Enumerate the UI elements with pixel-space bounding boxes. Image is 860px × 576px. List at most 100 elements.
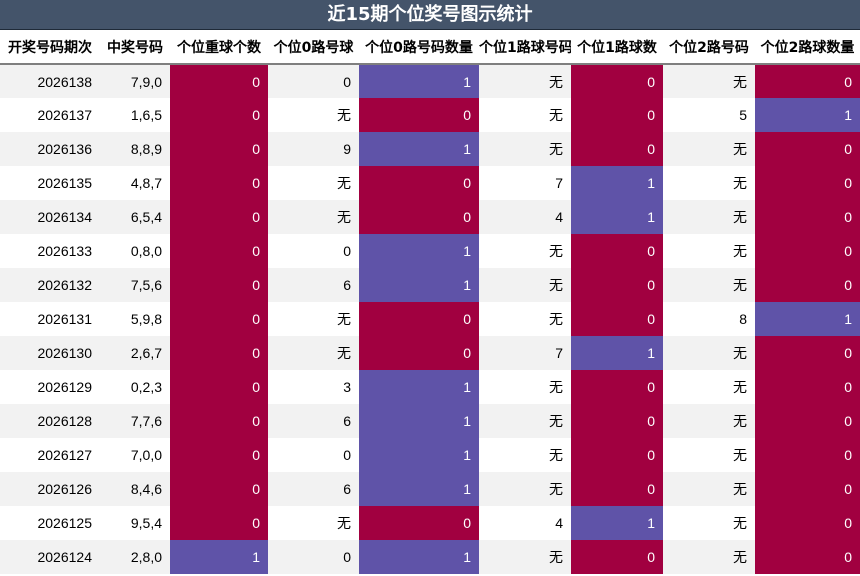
table-cell: 2,8,0 (100, 540, 170, 574)
table-cell: 8 (663, 302, 755, 336)
table-cell: 6 (268, 404, 359, 438)
table-cell: 0 (268, 540, 359, 574)
table-cell: 1 (359, 472, 479, 506)
table-cell: 0 (170, 302, 268, 336)
table-row: 2026125 9,5,4 0 无 0 4 1 无 0 (0, 506, 860, 540)
table-cell: 9 (268, 132, 359, 166)
table-cell: 0 (359, 506, 479, 540)
table-cell: 0 (170, 438, 268, 472)
table-cell: 1 (571, 200, 663, 234)
table-cell: 1 (359, 370, 479, 404)
table-cell: 1 (170, 540, 268, 574)
table-header-row: 开奖号码期次 中奖号码 个位重球个数 个位0路号球 个位0路号码数量 个位1路球号码 个位1… (0, 30, 860, 65)
table-cell: 无 (663, 234, 755, 268)
table-cell: 无 (268, 166, 359, 200)
table-row: 2026129 0,2,3 0 3 1 无 0 无 0 (0, 370, 860, 404)
table-cell: 2,6,7 (100, 336, 170, 370)
table-row: 2026128 7,7,6 0 6 1 无 0 无 0 (0, 404, 860, 438)
table-cell: 2026134 (0, 200, 100, 234)
table-cell: 无 (663, 64, 755, 98)
table-cell: 0 (571, 302, 663, 336)
table-cell: 7,9,0 (100, 64, 170, 98)
table-cell: 无 (479, 438, 571, 472)
table-cell: 0 (755, 64, 860, 98)
table-cell: 0 (755, 370, 860, 404)
table-cell: 9,5,4 (100, 506, 170, 540)
table-row: 2026124 2,8,0 1 0 1 无 0 无 0 (0, 540, 860, 574)
table-cell: 2026135 (0, 166, 100, 200)
table-cell: 2026131 (0, 302, 100, 336)
table-cell: 无 (479, 268, 571, 302)
table-cell: 0 (170, 370, 268, 404)
table-cell: 无 (268, 302, 359, 336)
page-title: 近15期个位奖号图示统计 (0, 0, 860, 30)
table-cell: 7 (479, 166, 571, 200)
column-header: 开奖号码期次 (0, 30, 100, 65)
column-header: 个位0路号球 (268, 30, 359, 65)
table-cell: 1 (755, 302, 860, 336)
table-cell: 7,7,6 (100, 404, 170, 438)
table-row: 2026130 2,6,7 0 无 0 7 1 无 0 (0, 336, 860, 370)
table-cell: 无 (663, 438, 755, 472)
table-cell: 0 (268, 234, 359, 268)
column-header: 个位重球个数 (170, 30, 268, 65)
table-row: 2026133 0,8,0 0 0 1 无 0 无 0 (0, 234, 860, 268)
column-header: 个位0路号码数量 (359, 30, 479, 65)
table-cell: 无 (663, 200, 755, 234)
table-cell: 无 (663, 472, 755, 506)
table-cell: 2026126 (0, 472, 100, 506)
table-cell: 1 (359, 64, 479, 98)
table-cell: 0 (571, 370, 663, 404)
table-cell: 7,0,0 (100, 438, 170, 472)
table-cell: 0,2,3 (100, 370, 170, 404)
table-cell: 0 (170, 64, 268, 98)
table-cell: 8,8,9 (100, 132, 170, 166)
table-cell: 无 (479, 540, 571, 574)
table-row: 2026135 4,8,7 0 无 0 7 1 无 0 (0, 166, 860, 200)
table-cell: 2026125 (0, 506, 100, 540)
table-cell: 0 (571, 472, 663, 506)
table-cell: 2026138 (0, 64, 100, 98)
column-header: 个位1路球号码 (479, 30, 571, 65)
table-cell: 无 (663, 370, 755, 404)
table-cell: 0 (755, 268, 860, 302)
table-cell: 1 (755, 98, 860, 132)
table-cell: 0 (755, 336, 860, 370)
table-cell: 无 (479, 98, 571, 132)
table-cell: 0 (571, 64, 663, 98)
table-cell: 5,9,8 (100, 302, 170, 336)
table-cell: 2026127 (0, 438, 100, 472)
table-cell: 无 (663, 540, 755, 574)
table-cell: 0 (170, 234, 268, 268)
table-cell: 无 (479, 234, 571, 268)
table-cell: 无 (663, 268, 755, 302)
table-cell: 4 (479, 506, 571, 540)
table-cell: 8,4,6 (100, 472, 170, 506)
table-cell: 0 (170, 404, 268, 438)
table-cell: 无 (479, 472, 571, 506)
table-cell: 0 (170, 506, 268, 540)
column-header: 中奖号码 (100, 30, 170, 65)
table-cell: 0 (571, 404, 663, 438)
table-body: 2026138 7,9,0 0 0 1 无 0 无 0 2026137 1,6,5 0 无 0 无 0 5 1 20… (0, 64, 860, 574)
column-header: 个位2路号码 (663, 30, 755, 65)
table-row: 2026136 8,8,9 0 9 1 无 0 无 0 (0, 132, 860, 166)
table-cell: 1,6,5 (100, 98, 170, 132)
table-cell: 1 (571, 166, 663, 200)
table-cell: 0 (571, 132, 663, 166)
table-row: 2026132 7,5,6 0 6 1 无 0 无 0 (0, 268, 860, 302)
table-cell: 2026130 (0, 336, 100, 370)
table-cell: 0 (571, 98, 663, 132)
table-cell: 2026128 (0, 404, 100, 438)
table-cell: 0 (170, 132, 268, 166)
table-cell: 0 (755, 132, 860, 166)
table-row: 2026138 7,9,0 0 0 1 无 0 无 0 (0, 64, 860, 98)
table-cell: 2026136 (0, 132, 100, 166)
table-cell: 无 (663, 132, 755, 166)
table-cell: 0 (359, 98, 479, 132)
table-cell: 0 (755, 472, 860, 506)
table-cell: 无 (479, 132, 571, 166)
table-cell: 0 (571, 234, 663, 268)
table-cell: 0 (755, 200, 860, 234)
table-cell: 6 (268, 268, 359, 302)
